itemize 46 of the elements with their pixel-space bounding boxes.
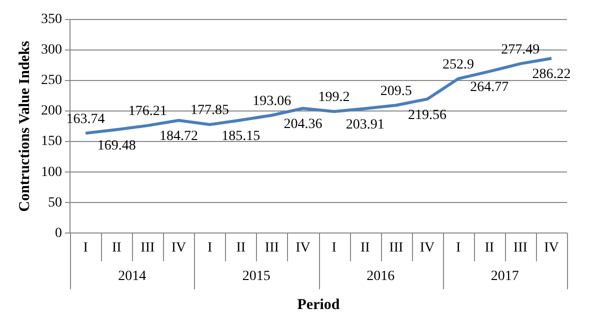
y-tick-label: 0	[55, 226, 62, 241]
x-tick-label: I	[332, 240, 337, 256]
x-tick-label: I	[456, 240, 461, 256]
y-tick-label: 50	[48, 195, 62, 210]
y-tick-label: 200	[41, 104, 62, 119]
y-tick-label: 300	[41, 42, 62, 58]
data-label: 203.91	[346, 117, 384, 132]
text: 2016	[366, 268, 395, 284]
x-tick-label: III	[140, 240, 155, 256]
y-tick-label: 250	[41, 73, 62, 88]
data-label: 209.5	[380, 84, 412, 99]
x-tick-label: IV	[420, 240, 435, 256]
x-tick-label: III	[264, 240, 280, 256]
x-tick-label: IV	[296, 240, 310, 256]
data-label: 163.74	[66, 112, 105, 127]
x-tick-label: II	[236, 240, 246, 256]
x-tick-label: III	[389, 240, 404, 256]
text: 2015	[242, 268, 270, 284]
data-label: 199.2	[318, 90, 350, 106]
data-label: 264.77	[470, 80, 509, 96]
y-tick-label: 150	[41, 134, 62, 150]
y-axis-title: Contructions Value Indeks	[16, 40, 33, 212]
x-axis-title: Period	[297, 296, 340, 313]
x-tick-label: III	[513, 240, 528, 256]
x-tick-label: II	[484, 240, 494, 256]
data-label: 252.9	[442, 57, 474, 72]
data-label: 185.15	[222, 128, 260, 144]
data-label: 184.72	[159, 129, 198, 144]
y-tick-label: 350	[41, 12, 62, 28]
x-tick-label: II	[360, 240, 370, 256]
x-tick-label: IV	[544, 240, 559, 256]
data-label: 177.85	[190, 103, 230, 118]
data-label: 176.21	[128, 104, 167, 120]
data-label: 193.06	[252, 94, 292, 109]
x-tick-label: I	[207, 240, 212, 256]
data-label: 219.56	[408, 108, 446, 123]
text: 2014	[118, 268, 146, 284]
y-tick-label: 100	[41, 164, 62, 180]
data-label: 169.48	[97, 138, 136, 154]
data-label: 277.49	[501, 42, 540, 58]
x-tick-label: II	[112, 240, 122, 256]
text: 2017	[490, 268, 519, 284]
data-label: 204.36	[284, 117, 322, 132]
x-tick-label: IV	[171, 240, 186, 256]
data-label: 286.22	[532, 67, 571, 82]
x-tick-label: I	[83, 240, 88, 256]
